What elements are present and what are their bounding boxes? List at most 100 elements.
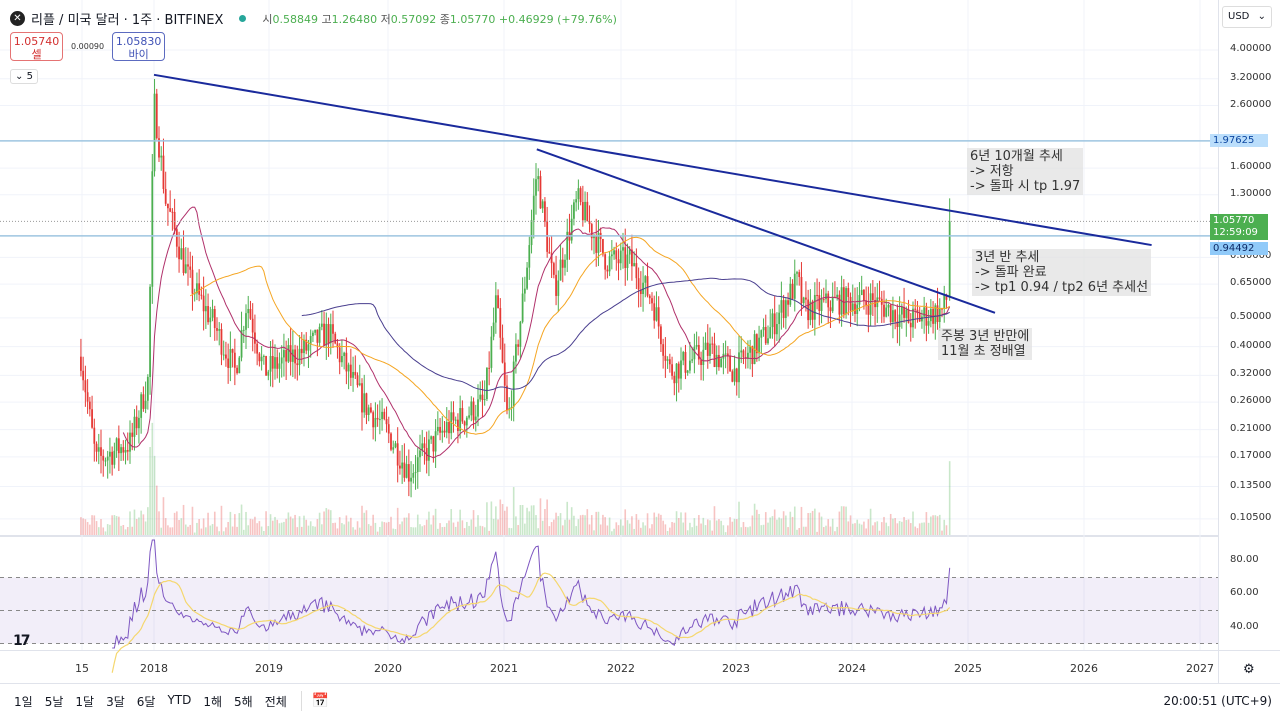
range-button[interactable]: 3달: [106, 694, 125, 709]
volume-bar: [263, 531, 265, 535]
candle-body: [497, 295, 499, 309]
candle-body: [865, 300, 868, 306]
candle-body: [383, 411, 386, 420]
candle-body: [793, 273, 796, 299]
candle-body: [900, 307, 903, 315]
candle-body: [262, 355, 265, 357]
candle-body: [530, 220, 533, 246]
range-button[interactable]: 6달: [136, 694, 156, 709]
volume-bar: [666, 530, 669, 535]
settings-gear-icon[interactable]: ⚙: [1243, 662, 1255, 677]
volume-bar: [454, 526, 457, 535]
candle-body: [894, 310, 897, 322]
candle-body: [945, 294, 948, 300]
candle-body: [294, 349, 296, 364]
candle-body: [539, 176, 542, 209]
volume-bar: [517, 525, 519, 535]
volume-bar: [267, 526, 270, 535]
go-to-date-calendar-icon[interactable]: 📅: [311, 693, 330, 709]
annotation-resistance[interactable]: 6년 10개월 추세 -> 저항 -> 돌파 시 tp 1.97: [967, 148, 1084, 195]
volume-bar: [923, 522, 925, 535]
candle-body: [421, 443, 424, 451]
volume-bar: [524, 523, 526, 535]
volume-bar: [434, 508, 437, 535]
candle-body: [686, 370, 689, 373]
volume-bar: [885, 522, 888, 535]
volume-bar: [276, 519, 279, 535]
volume-bar: [624, 509, 627, 535]
volume-bar: [715, 520, 718, 535]
candle-body: [628, 249, 631, 255]
candle-body: [671, 364, 673, 376]
candle-body: [579, 188, 582, 203]
candle-body: [523, 288, 526, 294]
range-button[interactable]: 5날: [44, 694, 64, 709]
range-button[interactable]: 1달: [75, 694, 95, 709]
xrp-logo-icon: ✕: [10, 11, 25, 26]
volume-bar: [693, 518, 696, 535]
candle-body: [363, 393, 366, 413]
candle-body: [341, 356, 343, 363]
sell-button[interactable]: 1.05740 셀: [10, 32, 63, 61]
volume-bar: [151, 422, 154, 535]
volume-bar: [91, 515, 93, 535]
range-button[interactable]: 1해: [203, 694, 223, 709]
candle-body: [896, 321, 899, 327]
clock[interactable]: 20:00:51 (UTC+9): [1163, 694, 1272, 708]
volume-bar: [325, 508, 328, 535]
volume-bar: [892, 518, 894, 535]
currency-select[interactable]: USD ⌄: [1222, 6, 1272, 28]
candle-body: [820, 299, 823, 311]
volume-bar: [791, 516, 794, 535]
buy-button[interactable]: 1.05830 바이: [112, 32, 166, 61]
volume-bar: [242, 529, 245, 535]
volume-bar: [403, 517, 406, 535]
candle-body: [361, 383, 363, 413]
volume-bar: [486, 502, 488, 535]
trendline: [536, 148, 996, 314]
volume-bar: [501, 504, 504, 535]
indicators-collapse-button[interactable]: ⌄ 5: [10, 69, 38, 84]
volume-bar: [727, 525, 729, 535]
range-button[interactable]: 1일: [14, 694, 33, 709]
range-button[interactable]: YTD: [167, 692, 192, 707]
volume-bar: [104, 531, 107, 535]
volume-bar: [332, 523, 334, 535]
volume-bar: [653, 512, 656, 535]
volume-bar: [577, 519, 580, 535]
candle-body: [95, 443, 98, 452]
volume-bar: [466, 521, 468, 535]
volume-bar: [673, 522, 676, 535]
volume-bar: [211, 524, 214, 535]
volume-bar: [744, 526, 747, 535]
candle-body: [329, 324, 332, 344]
volume-bar: [822, 527, 825, 535]
volume-bar: [416, 514, 419, 535]
volume-bar: [568, 519, 571, 535]
candle-body: [111, 451, 114, 465]
volume-bar: [477, 515, 479, 535]
volume-bar: [106, 524, 109, 535]
range-button[interactable]: 전체: [264, 694, 287, 709]
annotation-alignment[interactable]: 주봉 3년 반만에 11월 초 정배열: [938, 328, 1033, 360]
price-chart[interactable]: [0, 0, 1280, 683]
volume-bar: [863, 521, 865, 535]
volume-bar: [499, 499, 502, 535]
candle-body: [412, 472, 415, 478]
market-status-icon: [239, 15, 247, 22]
candle-body: [561, 259, 564, 268]
candle-body: [296, 363, 299, 366]
volume-bar: [789, 511, 792, 535]
volume-bar: [695, 525, 698, 535]
volume-bar: [412, 527, 415, 535]
volume-bar: [298, 516, 301, 535]
volume-bar: [448, 520, 450, 535]
symbol-title[interactable]: 리플 / 미국 달러 · 1주 · BITFINEX: [31, 13, 224, 28]
annotation-breakout[interactable]: 3년 반 추세 -> 돌파 완료 -> tp1 0.94 / tp2 6년 추세…: [972, 249, 1152, 296]
candle-body: [626, 254, 629, 269]
volume-bar: [381, 521, 383, 535]
candle-body: [586, 201, 589, 222]
volume-bar: [914, 526, 917, 535]
candle-body: [423, 443, 426, 448]
range-button[interactable]: 5해: [234, 694, 253, 709]
